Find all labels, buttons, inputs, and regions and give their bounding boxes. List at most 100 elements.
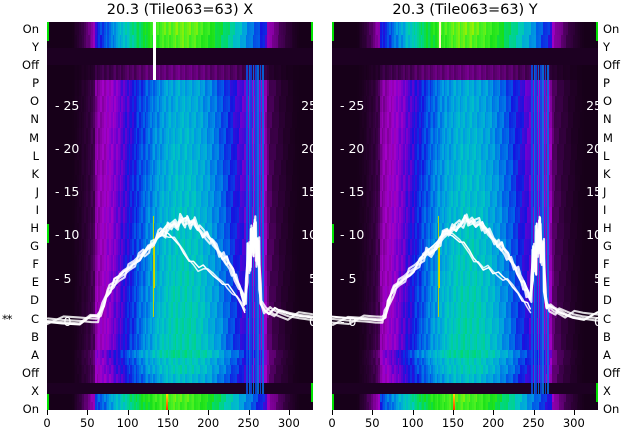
heatmap-cell bbox=[62, 80, 66, 97]
heatmap-panel-x[interactable]: - 00- 55- 1010- 1515- 2020- 2525 bbox=[47, 22, 313, 410]
heatmap-cell bbox=[227, 65, 231, 81]
heatmap-cell bbox=[250, 127, 254, 145]
heatmap-cell bbox=[258, 96, 261, 113]
heatmap-cell bbox=[282, 111, 286, 129]
heatmap-cell bbox=[130, 35, 133, 49]
heatmap-cell bbox=[304, 127, 307, 145]
heatmap-cell bbox=[125, 35, 128, 49]
heatmap-cell bbox=[171, 35, 174, 49]
heatmap-cell bbox=[133, 143, 137, 161]
heatmap-cell bbox=[295, 96, 298, 113]
heatmap-cell bbox=[140, 22, 144, 36]
heatmap-cell bbox=[201, 111, 204, 129]
heatmap-cell bbox=[185, 35, 188, 49]
inner-ytick-right-15: 15 bbox=[301, 184, 313, 200]
heatmap-cell bbox=[240, 127, 243, 145]
heatmap-cell bbox=[215, 65, 218, 81]
heatmap-cell bbox=[288, 127, 291, 145]
heatmap-cell bbox=[52, 35, 55, 49]
heatmap-cell bbox=[156, 143, 160, 161]
heatmap-cell bbox=[234, 111, 238, 129]
heatmap-cell bbox=[213, 96, 217, 113]
heatmap-cell bbox=[59, 143, 62, 161]
heatmap-cell bbox=[224, 96, 227, 113]
heatmap-cell bbox=[233, 111, 236, 129]
heatmap-cell bbox=[52, 65, 55, 81]
inner-ytick-left-20: - 20 bbox=[55, 141, 80, 157]
heatmap-cell bbox=[273, 111, 277, 129]
heatmap-cell bbox=[54, 35, 57, 49]
heatmap-cell bbox=[229, 96, 232, 113]
heatmap-cell bbox=[109, 111, 112, 129]
heatmap-cell bbox=[206, 127, 209, 145]
heatmap-cell bbox=[180, 96, 183, 113]
heatmap-cell bbox=[275, 80, 279, 97]
heatmap-cell bbox=[110, 22, 114, 36]
heatmap-cell bbox=[250, 111, 254, 129]
heatmap-cell bbox=[86, 111, 89, 129]
heatmap-cell bbox=[263, 96, 266, 113]
heatmap-cell bbox=[126, 96, 130, 113]
heatmap-cell bbox=[128, 22, 131, 36]
heatmap-cell bbox=[114, 111, 117, 129]
heatmap-cell bbox=[128, 143, 131, 161]
heatmap-cell bbox=[59, 80, 62, 97]
heatmap-cell bbox=[162, 111, 165, 129]
heatmap-cell bbox=[91, 143, 94, 161]
heatmap-cell bbox=[162, 127, 165, 145]
heatmap-cell bbox=[234, 65, 238, 81]
heatmap-cell bbox=[101, 96, 105, 113]
heatmap-cell bbox=[279, 35, 282, 49]
heatmap-cell bbox=[114, 35, 117, 49]
heatmap-cell bbox=[263, 35, 266, 49]
heatmap-cell bbox=[70, 65, 73, 81]
heatmap-cell bbox=[233, 35, 236, 49]
heatmap-cell bbox=[135, 96, 139, 113]
heatmap-cell bbox=[307, 111, 311, 129]
heatmap-cell bbox=[119, 65, 123, 81]
heatmap-cell bbox=[70, 143, 73, 161]
heatmap-cell bbox=[87, 96, 91, 113]
heatmap-cell bbox=[68, 80, 71, 97]
heatmap-cell bbox=[144, 65, 147, 81]
heatmap-cell bbox=[226, 111, 229, 129]
heatmap-cell bbox=[103, 22, 107, 36]
heatmap-cell bbox=[89, 22, 92, 36]
heatmap-panel-y[interactable]: - 00- 55- 1010- 1515- 2020- 2525 bbox=[332, 22, 598, 410]
heatmap-cell bbox=[181, 143, 185, 161]
heatmap-cell bbox=[137, 96, 140, 113]
heatmap-cell bbox=[119, 22, 123, 36]
heatmap-cell bbox=[146, 65, 149, 81]
heatmap-cell bbox=[245, 35, 248, 49]
heatmap-cell bbox=[61, 111, 64, 129]
heatmap-cell bbox=[66, 96, 69, 113]
heatmap-cell bbox=[226, 65, 229, 81]
heatmap-cell bbox=[71, 127, 75, 145]
heatmap-cell bbox=[199, 96, 202, 113]
heatmap-cell bbox=[281, 80, 284, 97]
heatmap-cell bbox=[169, 127, 172, 145]
heatmap-cell bbox=[180, 22, 183, 36]
heatmap-cell bbox=[185, 22, 188, 36]
heatmap-cell bbox=[261, 22, 264, 36]
heatmap-cell bbox=[66, 143, 69, 161]
heatmap-cell bbox=[293, 111, 296, 129]
heatmap-cell bbox=[188, 111, 192, 129]
heatmap-cell bbox=[91, 127, 94, 145]
heatmap-cell bbox=[211, 35, 215, 49]
heatmap-cell bbox=[197, 35, 201, 49]
heatmap-cell bbox=[176, 65, 179, 81]
heatmap-cell bbox=[100, 143, 103, 161]
heatmap-cell bbox=[123, 96, 126, 113]
heatmap-cell bbox=[238, 96, 241, 113]
heatmap-cell bbox=[93, 127, 96, 145]
heatmap-cell bbox=[100, 35, 103, 49]
heatmap-cell bbox=[293, 96, 296, 113]
heatmap-cell bbox=[204, 96, 208, 113]
heatmap-cell bbox=[149, 127, 153, 145]
heatmap-cell bbox=[297, 80, 300, 97]
heatmap-cell bbox=[252, 35, 256, 49]
heatmap-cell bbox=[121, 111, 124, 129]
heatmap-cell bbox=[233, 96, 236, 113]
heatmap-cell bbox=[279, 22, 282, 36]
